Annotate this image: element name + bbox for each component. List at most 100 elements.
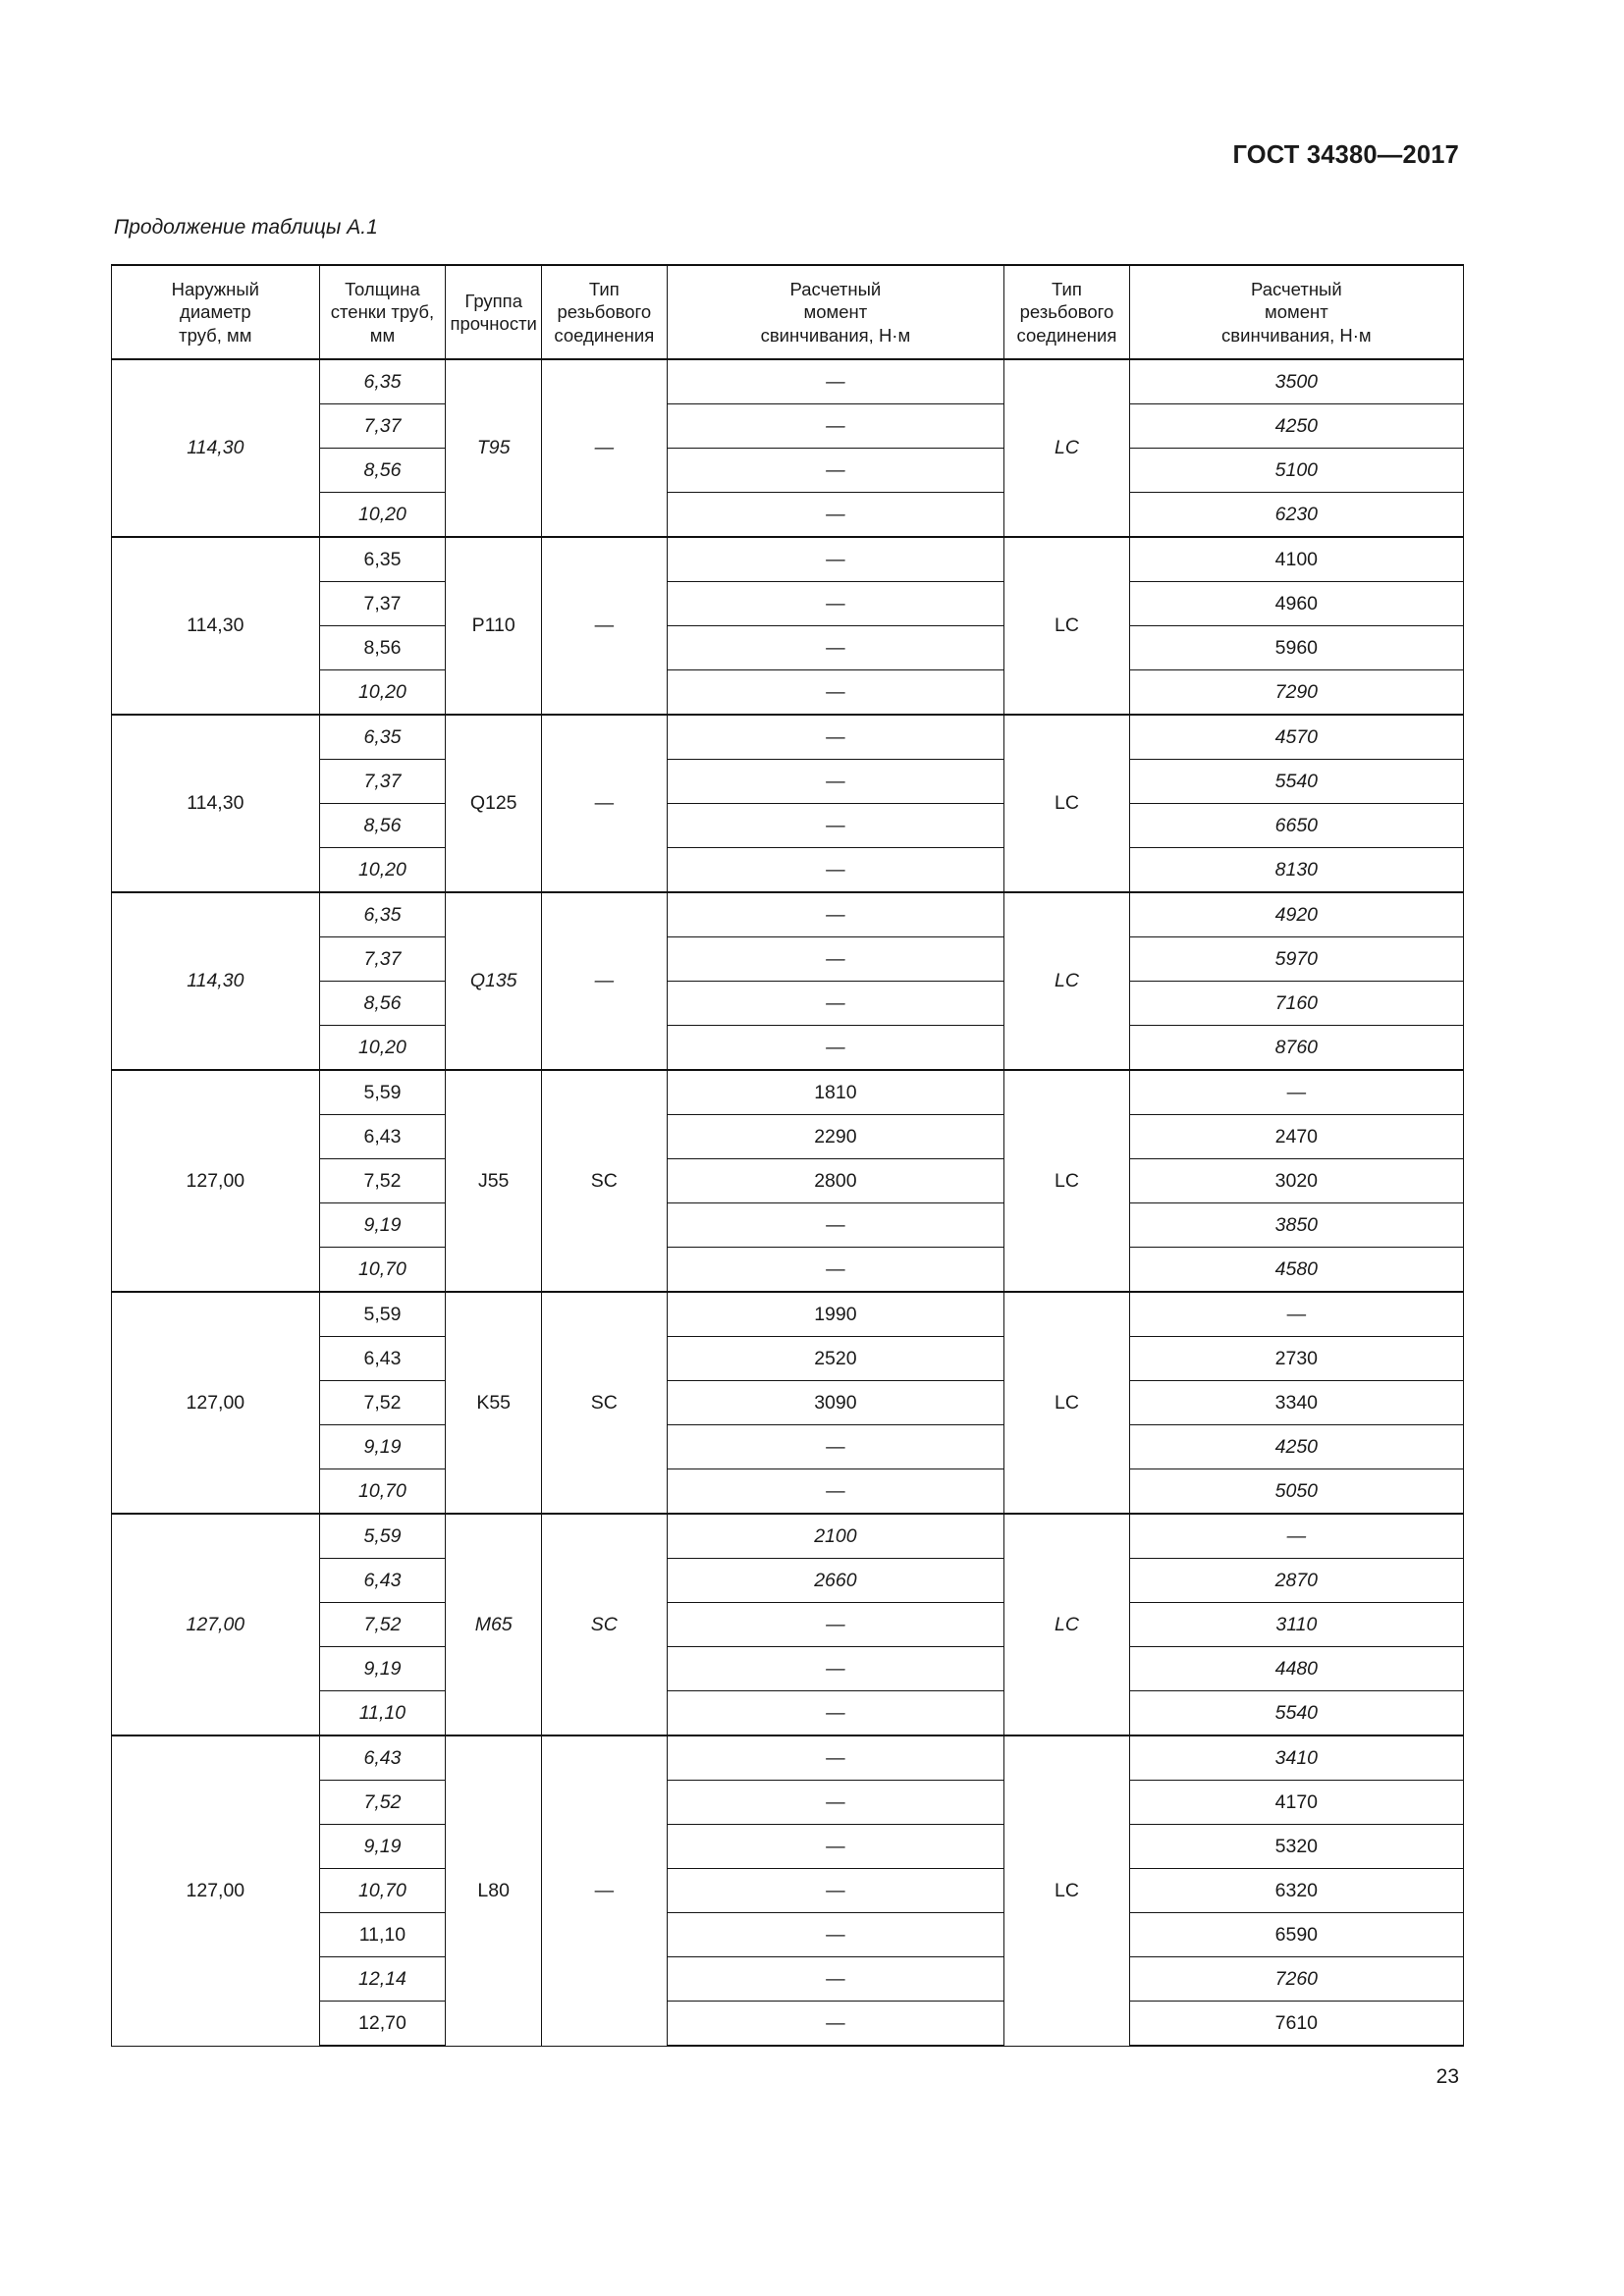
cell-wall-thickness: 11,10 bbox=[318, 1690, 447, 1736]
table-row: 9,19 — 5320 bbox=[112, 1824, 1465, 1869]
table-row: 10,70 — 4580 bbox=[112, 1247, 1465, 1293]
cell-makeup-torque-2: 8130 bbox=[1128, 847, 1465, 893]
cell-makeup-torque-1: 2520 bbox=[666, 1336, 1005, 1381]
cell-strength-grade: P110 bbox=[445, 536, 543, 716]
cell-wall-thickness: 10,20 bbox=[318, 847, 447, 893]
table-row: 10,70 — 6320 bbox=[112, 1868, 1465, 1913]
cell-makeup-torque-1: — bbox=[666, 492, 1005, 538]
cell-thread-joint-type-1: SC bbox=[541, 1291, 668, 1515]
table-row: 114,30 6,35 T95— — LC 3500 bbox=[111, 358, 1465, 538]
cell-makeup-torque-2: 3410 bbox=[1128, 1735, 1465, 1781]
column-header-line: стенки труб, bbox=[330, 301, 435, 323]
column-header-line: соединения bbox=[1016, 324, 1117, 346]
cell-makeup-torque-2: 5320 bbox=[1128, 1824, 1465, 1869]
cell-makeup-torque-1: — bbox=[666, 1868, 1005, 1913]
cell-makeup-torque-2: 6230 bbox=[1128, 492, 1465, 538]
cell-wall-thickness: 7,52 bbox=[318, 1602, 447, 1647]
table-row: 9,19 — 4480 bbox=[112, 1646, 1465, 1691]
cell-makeup-torque-1: — bbox=[666, 1690, 1005, 1736]
column-header-makeup-torque-2: Расчетный момент свинчивания, Н·м bbox=[1128, 264, 1465, 360]
cell-wall-thickness: 6,35 bbox=[318, 536, 447, 582]
column-header-line: соединения bbox=[554, 324, 655, 346]
cell-wall-thickness: 10,70 bbox=[318, 1468, 447, 1515]
table-row: 7,52 — 4170 bbox=[112, 1780, 1465, 1825]
cell-wall-thickness: 9,19 bbox=[318, 1424, 447, 1469]
cell-makeup-torque-2: 3500 bbox=[1128, 358, 1465, 404]
cell-makeup-torque-2: 3850 bbox=[1128, 1202, 1465, 1248]
table-row: 8,56 — 5960 bbox=[112, 625, 1465, 670]
cell-wall-thickness: 6,35 bbox=[318, 891, 447, 937]
column-header-wall-thickness: Толщина стенки труб, мм bbox=[318, 264, 447, 360]
cell-makeup-torque-1: — bbox=[666, 1956, 1005, 2002]
column-header-line: труб, мм bbox=[179, 324, 252, 346]
cell-makeup-torque-2: 4170 bbox=[1128, 1780, 1465, 1825]
cell-makeup-torque-1: 2800 bbox=[666, 1158, 1005, 1203]
table-row: 7,37 — 5540 bbox=[112, 759, 1465, 804]
cell-makeup-torque-2: 5050 bbox=[1128, 1468, 1465, 1515]
cell-makeup-torque-2: 5960 bbox=[1128, 625, 1465, 670]
cell-makeup-torque-2: 4250 bbox=[1128, 1424, 1465, 1469]
page-number: 23 bbox=[1435, 2065, 1459, 2088]
cell-makeup-torque-1: — bbox=[666, 1424, 1005, 1469]
cell-strength-grade: J55 bbox=[445, 1069, 543, 1293]
column-header-line: свинчивания, Н·м bbox=[1221, 324, 1372, 346]
cell-wall-thickness: 7,37 bbox=[318, 581, 447, 626]
table-row: 11,10 — 5540 bbox=[112, 1690, 1465, 1736]
table-row: 127,00 6,43 L80— — LC 3410 bbox=[111, 1735, 1465, 2047]
cell-makeup-torque-2: 3340 bbox=[1128, 1380, 1465, 1425]
cell-outer-diameter: 127,00 bbox=[111, 1291, 320, 1515]
cell-outer-diameter: 114,30 bbox=[111, 714, 320, 893]
cell-makeup-torque-1: 2660 bbox=[666, 1558, 1005, 1603]
cell-makeup-torque-2: 6590 bbox=[1128, 1912, 1465, 1957]
table-row: 12,70 — 7610 bbox=[112, 2001, 1465, 2047]
cell-wall-thickness: 8,56 bbox=[318, 803, 447, 848]
cell-makeup-torque-1: — bbox=[666, 981, 1005, 1026]
column-header-line: Расчетный bbox=[1250, 279, 1342, 300]
column-header-line: Расчетный bbox=[789, 279, 882, 300]
cell-strength-grade: M65 bbox=[445, 1513, 543, 1736]
cell-thread-joint-type-1: — bbox=[541, 358, 668, 538]
cell-makeup-torque-1: — bbox=[666, 847, 1005, 893]
cell-makeup-torque-1: 1990 bbox=[666, 1291, 1005, 1337]
cell-makeup-torque-2: 3020 bbox=[1128, 1158, 1465, 1203]
table-row: 7,37 — 4250 bbox=[112, 403, 1465, 449]
cell-makeup-torque-2: 4920 bbox=[1128, 891, 1465, 937]
table-row: 9,19 — 4250 bbox=[112, 1424, 1465, 1469]
cell-makeup-torque-2: 4480 bbox=[1128, 1646, 1465, 1691]
cell-makeup-torque-2: 7610 bbox=[1128, 2001, 1465, 2047]
cell-wall-thickness: 6,43 bbox=[318, 1114, 447, 1159]
cell-wall-thickness: 7,37 bbox=[318, 936, 447, 982]
cell-makeup-torque-1: 2100 bbox=[666, 1513, 1005, 1559]
cell-strength-grade: K55 bbox=[445, 1291, 543, 1515]
cell-thread-joint-type-1: — bbox=[541, 536, 668, 716]
cell-makeup-torque-1: — bbox=[666, 1202, 1005, 1248]
cell-makeup-torque-2: 5540 bbox=[1128, 1690, 1465, 1736]
cell-wall-thickness: 12,14 bbox=[318, 1956, 447, 2002]
cell-makeup-torque-2: — bbox=[1128, 1513, 1465, 1559]
cell-thread-joint-type-2: LC bbox=[1003, 1291, 1130, 1515]
cell-wall-thickness: 6,43 bbox=[318, 1558, 447, 1603]
cell-thread-joint-type-1: — bbox=[541, 1735, 668, 2047]
cell-outer-diameter: 114,30 bbox=[111, 358, 320, 538]
table-caption: Продолжение таблицы А.1 bbox=[114, 216, 378, 239]
cell-makeup-torque-1: — bbox=[666, 1602, 1005, 1647]
cell-makeup-torque-2: 7260 bbox=[1128, 1956, 1465, 2002]
cell-thread-joint-type-1: — bbox=[541, 891, 668, 1071]
table-row: 127,00 5,59 K55 SC 1990 LC — bbox=[111, 1291, 1465, 1515]
cell-thread-joint-type-2: LC bbox=[1003, 714, 1130, 893]
table-row: 7,52 — 3110 bbox=[112, 1602, 1465, 1647]
cell-makeup-torque-2: 2470 bbox=[1128, 1114, 1465, 1159]
cell-makeup-torque-1: — bbox=[666, 803, 1005, 848]
cell-makeup-torque-1: — bbox=[666, 891, 1005, 937]
cell-makeup-torque-2: 5540 bbox=[1128, 759, 1465, 804]
cell-makeup-torque-1: — bbox=[666, 669, 1005, 716]
table-body: 114,30 6,35 T95— — LC 3500 7,37—4250 8,56—5100 1… bbox=[111, 358, 1465, 2047]
cell-thread-joint-type-2: LC bbox=[1003, 1513, 1130, 1736]
cell-strength-grade: Q125 bbox=[445, 714, 543, 893]
cell-makeup-torque-1: — bbox=[666, 625, 1005, 670]
torque-specification-table: Наружный диаметр труб, мм Толщина стенки тр… bbox=[111, 264, 1465, 2047]
cell-wall-thickness: 8,56 bbox=[318, 448, 447, 493]
table-row: 9,19 — 3850 bbox=[112, 1202, 1465, 1248]
column-header-thread-joint-type-2: Тип резьбового соединения bbox=[1003, 264, 1130, 360]
cell-thread-joint-type-1: — bbox=[541, 714, 668, 893]
